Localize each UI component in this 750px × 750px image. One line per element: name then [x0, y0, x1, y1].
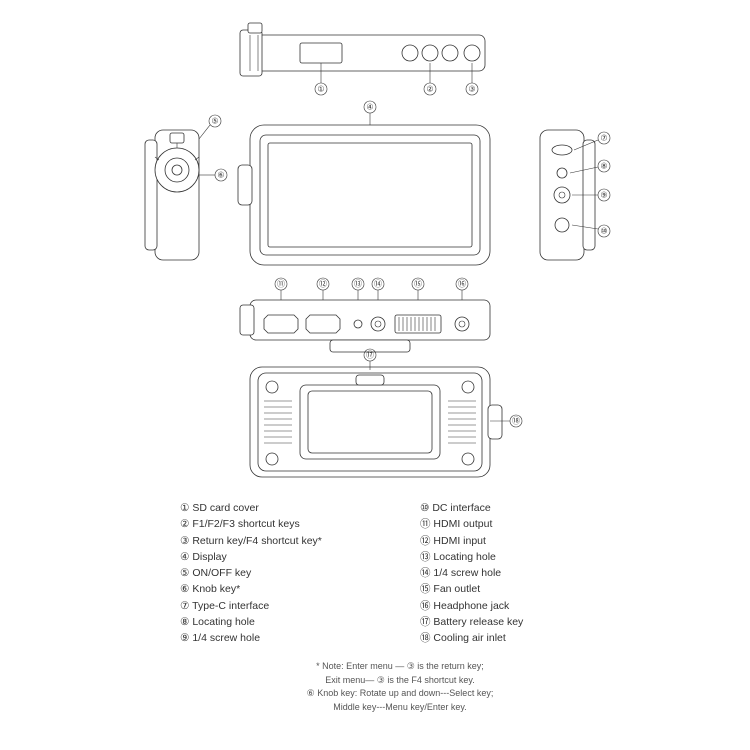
technical-diagram: ① ② ③ ⑤ ⑥	[100, 15, 650, 485]
legend-item: ⑨ 1/4 screw hole	[180, 630, 380, 646]
legend-item: ③ Return key/F4 shortcut key*	[180, 533, 380, 549]
legend-item: ⑦ Type-C interface	[180, 598, 380, 614]
callout-8: ⑧	[600, 162, 607, 171]
legend-column-2: ⑩ DC interface ⑪ HDMI output ⑫ HDMI inpu…	[420, 500, 620, 646]
top-view: ① ② ③	[240, 23, 485, 95]
legend-column-1: ① SD card cover ② F1/F2/F3 shortcut keys…	[180, 500, 380, 646]
legend-item: ⑩ DC interface	[420, 500, 620, 516]
legend-item: ② F1/F2/F3 shortcut keys	[180, 516, 380, 532]
footnote: * Note: Enter menu — ③ is the return key…	[220, 660, 580, 714]
callout-17: ⑰	[366, 351, 374, 360]
legend-item: ① SD card cover	[180, 500, 380, 516]
legend-item: ⑯ Headphone jack	[420, 598, 620, 614]
parts-legend: ① SD card cover ② F1/F2/F3 shortcut keys…	[180, 500, 620, 646]
callout-5: ⑤	[211, 117, 218, 126]
note-line: Exit menu— ③ is the F4 shortcut key.	[220, 674, 580, 688]
callout-15: ⑮	[414, 280, 422, 289]
callout-14: ⑭	[374, 280, 382, 289]
legend-item: ⑰ Battery release key	[420, 614, 620, 630]
note-line: Middle key---Menu key/Enter key.	[220, 701, 580, 715]
callout-13: ⑬	[354, 280, 362, 289]
legend-item: ⑤ ON/OFF key	[180, 565, 380, 581]
legend-item: ⑱ Cooling air inlet	[420, 630, 620, 646]
callout-9: ⑨	[600, 191, 607, 200]
callout-1: ①	[317, 85, 324, 94]
callout-16: ⑯	[458, 280, 466, 289]
front-view: ⑤ ⑥ ④ ⑦ ⑧ ⑨	[145, 101, 610, 265]
note-line: * Note: Enter menu — ③ is the return key…	[220, 660, 580, 674]
bottom-view: ⑪ ⑫ ⑬ ⑭ ⑮ ⑯	[240, 278, 490, 352]
legend-item: ⑫ HDMI input	[420, 533, 620, 549]
legend-item: ④ Display	[180, 549, 380, 565]
callout-4: ④	[366, 103, 373, 112]
callout-3: ③	[468, 85, 475, 94]
callout-12: ⑫	[319, 280, 327, 289]
callout-18: ⑱	[512, 417, 520, 426]
callout-6: ⑥	[217, 171, 224, 180]
note-line: ⑥ Knob key: Rotate up and down---Select …	[220, 687, 580, 701]
legend-item: ⑪ HDMI output	[420, 516, 620, 532]
callout-2: ②	[426, 85, 433, 94]
legend-item: ⑭ 1/4 screw hole	[420, 565, 620, 581]
callout-10: ⑩	[600, 227, 607, 236]
rear-view: ⑰ ⑱	[250, 349, 522, 477]
legend-item: ⑬ Locating hole	[420, 549, 620, 565]
callout-7: ⑦	[600, 134, 607, 143]
legend-item: ⑧ Locating hole	[180, 614, 380, 630]
callout-11: ⑪	[277, 280, 285, 289]
legend-item: ⑮ Fan outlet	[420, 581, 620, 597]
legend-item: ⑥ Knob key*	[180, 581, 380, 597]
